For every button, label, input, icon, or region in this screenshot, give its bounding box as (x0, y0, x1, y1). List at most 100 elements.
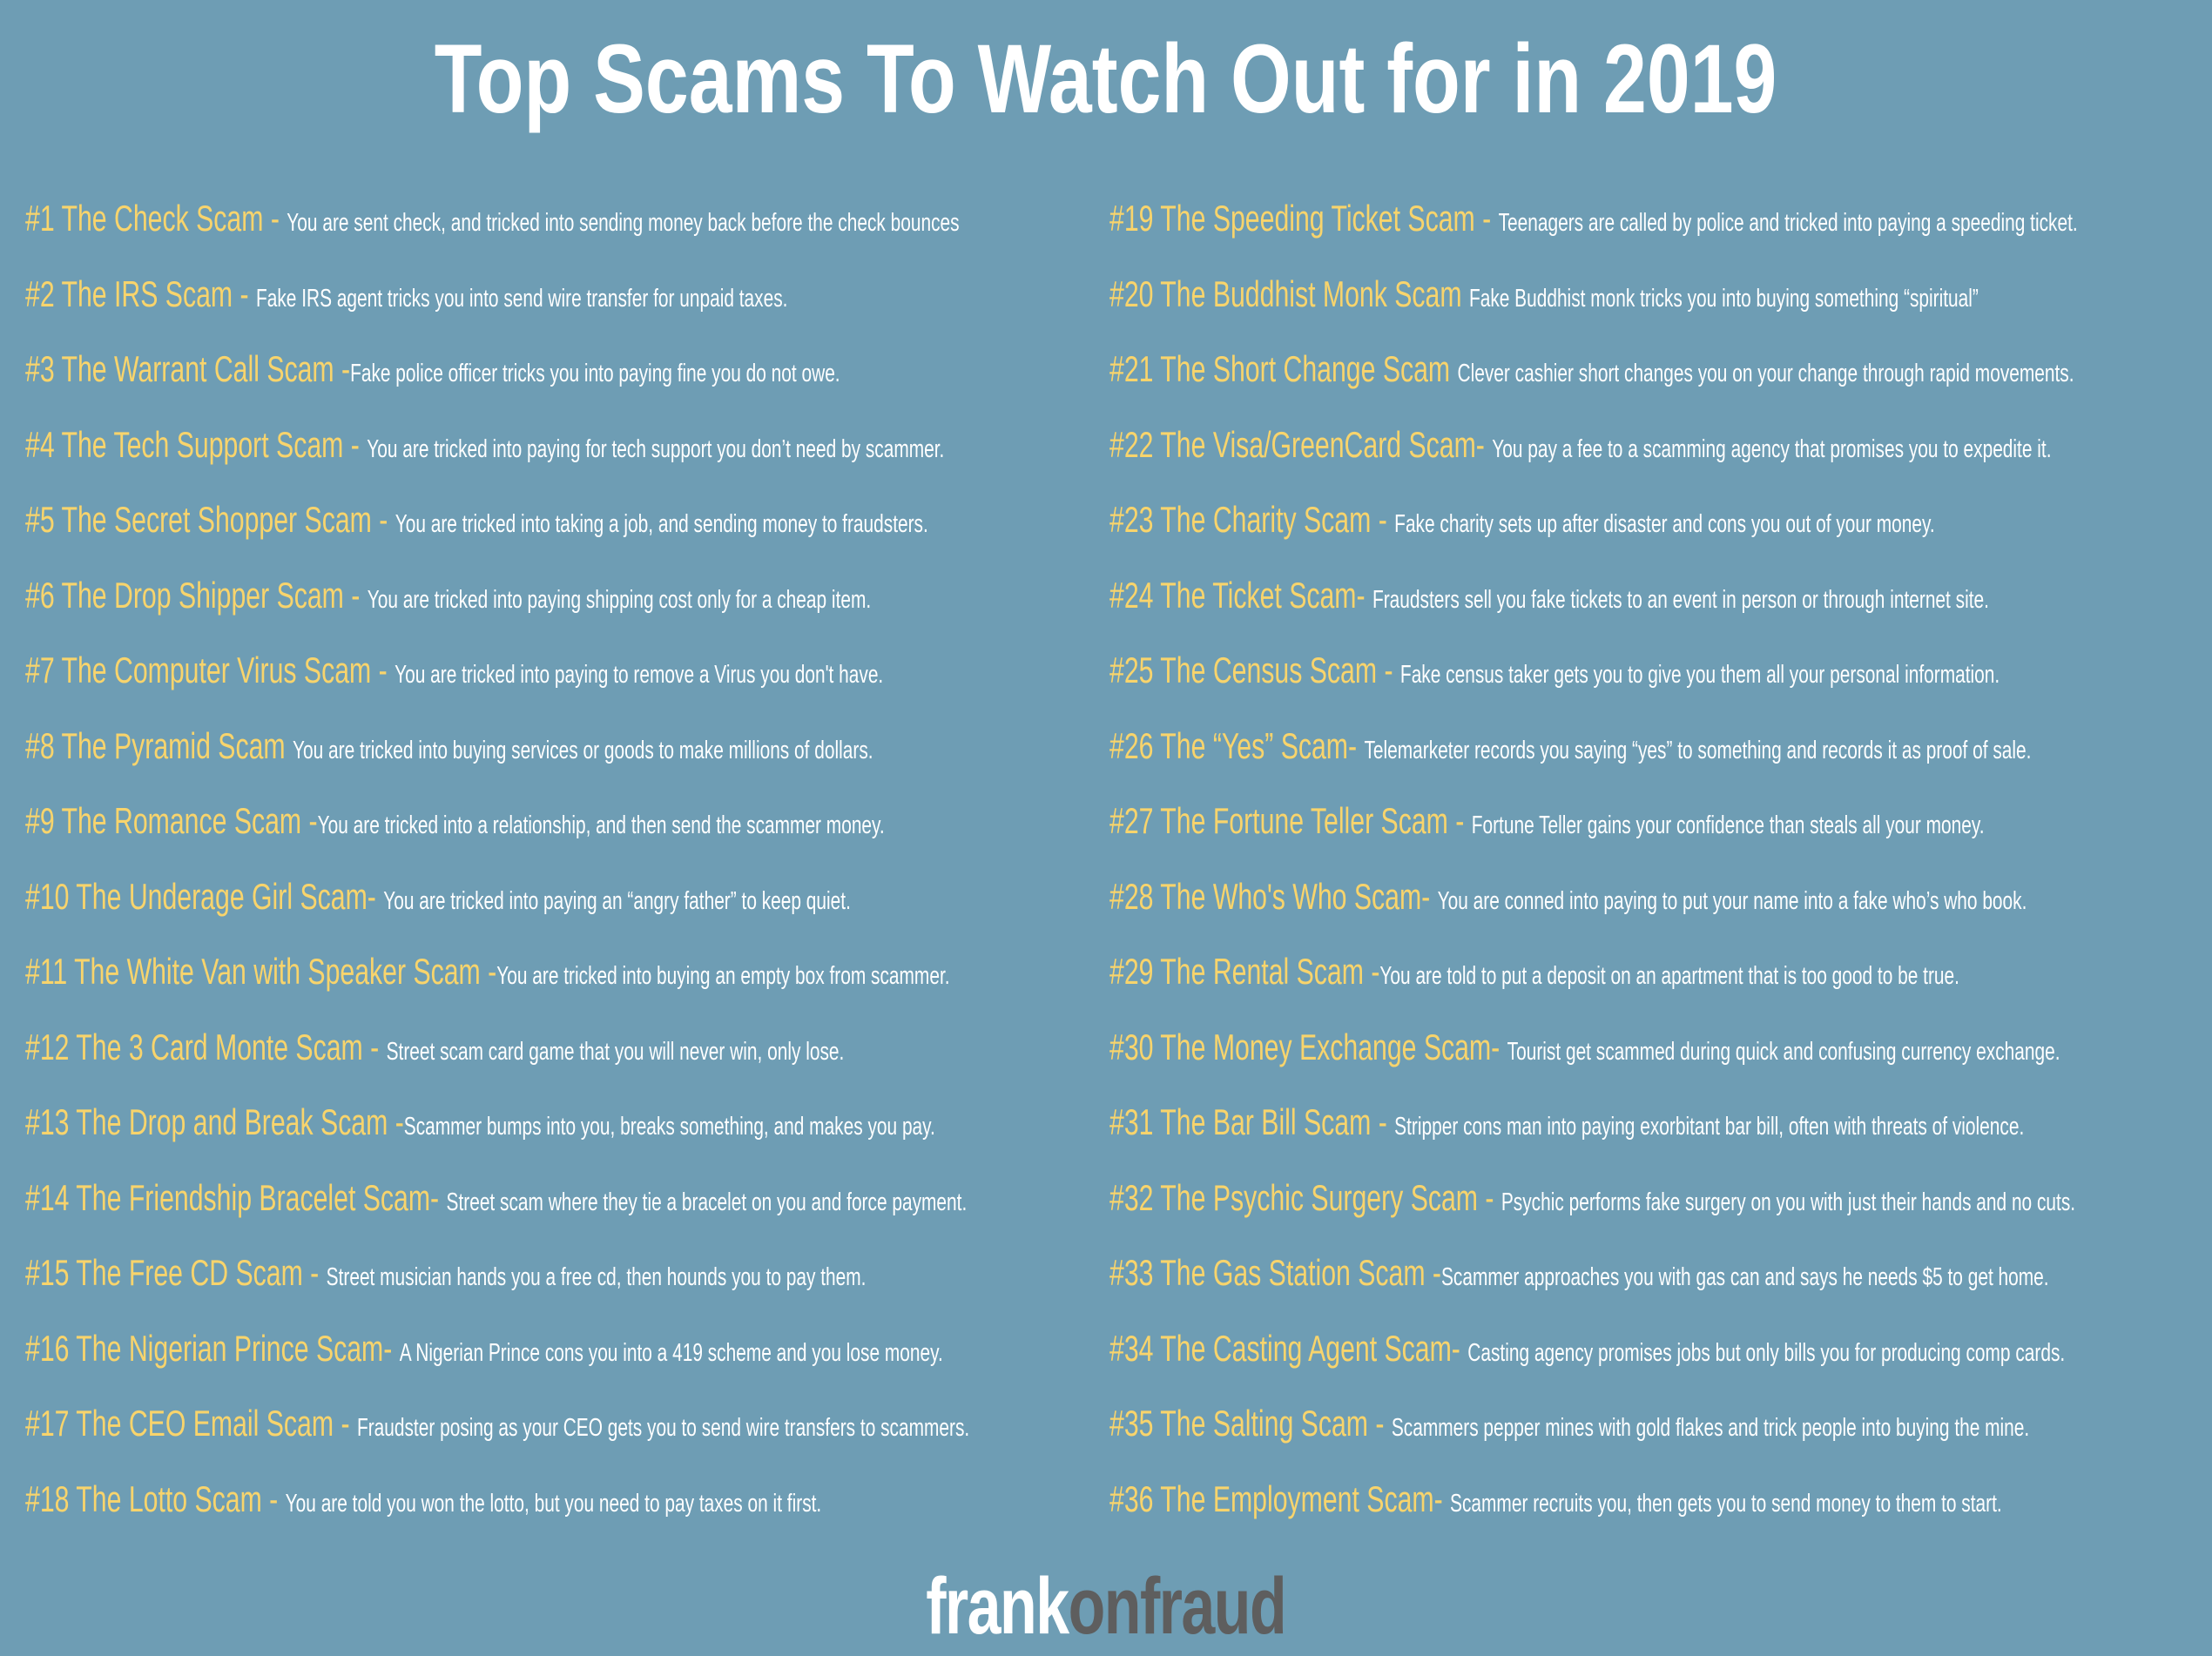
scam-description: Clever cashier short changes you on your… (1457, 360, 2074, 387)
scam-item: #12 The 3 Card Monte Scam - Street scam … (25, 1026, 844, 1069)
scam-heading: #27 The Fortune Teller Scam - (1109, 800, 1472, 841)
scam-item: #3 The Warrant Call Scam -Fake police of… (25, 347, 840, 391)
scam-item: #22 The Visa/GreenCard Scam- You pay a f… (1109, 423, 2052, 467)
title-text: Top Scams To Watch Out for in 2019 (435, 24, 1777, 133)
scam-description: Psychic performs fake surgery on you wit… (1501, 1188, 2076, 1216)
scam-description: Teenagers are called by police and trick… (1498, 209, 2078, 237)
scam-item: #33 The Gas Station Scam -Scammer approa… (1109, 1251, 2049, 1295)
scam-item: #7 The Computer Virus Scam - You are tri… (25, 649, 883, 692)
scam-heading: #12 The 3 Card Monte Scam - (25, 1026, 387, 1067)
scam-heading: #19 The Speeding Ticket Scam - (1109, 198, 1499, 239)
scam-description: Scammer bumps into you, breaks something… (403, 1113, 935, 1141)
scam-heading: #4 The Tech Support Scam - (25, 423, 368, 465)
scam-heading: #31 The Bar Bill Scam - (1109, 1101, 1395, 1142)
scam-description: Casting agency promises jobs but only bi… (1467, 1338, 2066, 1367)
scam-heading: #11 The White Van with Speaker Scam - (25, 951, 497, 992)
scam-heading: #7 The Computer Virus Scam - (25, 650, 395, 690)
scam-item: #11 The White Van with Speaker Scam -You… (25, 950, 950, 993)
scam-heading: #22 The Visa/GreenCard Scam- (1109, 423, 1493, 465)
scam-item: #20 The Buddhist Monk Scam Fake Buddhist… (1109, 273, 1979, 316)
scam-item: #1 The Check Scam - You are sent check, … (25, 197, 960, 240)
scam-description: Street scam where they tie a bracelet on… (446, 1188, 968, 1216)
scam-heading: #36 The Employment Scam- (1109, 1478, 1451, 1519)
scam-description: You are sent check, and tricked into sen… (287, 209, 960, 237)
scam-heading: #21 The Short Change Scam (1109, 348, 1458, 389)
scam-heading: #9 The Romance Scam - (25, 800, 318, 841)
scam-item: #9 The Romance Scam -You are tricked int… (25, 799, 885, 843)
scam-heading: #10 The Underage Girl Scam- (25, 875, 384, 917)
page-title: Top Scams To Watch Out for in 2019 (0, 23, 2212, 136)
frankonfraud-logo: frankonfraud (0, 1558, 2212, 1654)
scam-description: Fraudsters sell you fake tickets to an e… (1372, 585, 1989, 614)
scam-heading: #14 The Friendship Bracelet Scam- (25, 1176, 447, 1218)
scam-description: Fortune Teller gains your confidence tha… (1471, 811, 1985, 839)
scam-item: #8 The Pyramid Scam You are tricked into… (25, 724, 873, 768)
scam-item: #14 The Friendship Bracelet Scam- Street… (25, 1176, 967, 1220)
scam-item: #13 The Drop and Break Scam -Scammer bum… (25, 1101, 935, 1144)
scam-description: You pay a fee to a scamming agency that … (1492, 434, 2052, 463)
scam-heading: #32 The Psychic Surgery Scam - (1109, 1176, 1501, 1218)
scam-heading: #25 The Census Scam - (1109, 650, 1400, 690)
scam-heading: #1 The Check Scam - (25, 198, 287, 239)
scam-description: A Nigerian Prince cons you into a 419 sc… (399, 1338, 943, 1367)
scam-description: Fraudster posing as your CEO gets you to… (356, 1414, 970, 1442)
scam-item: #30 The Money Exchange Scam- Tourist get… (1109, 1026, 2060, 1069)
scam-description: You are told to put a deposit on an apar… (1379, 962, 1959, 990)
scam-description: Fake charity sets up after disaster and … (1394, 510, 1935, 538)
scam-description: You are tricked into paying shipping cos… (367, 585, 872, 614)
scam-item: #31 The Bar Bill Scam - Stripper cons ma… (1109, 1101, 2024, 1144)
scam-heading: #26 The “Yes” Scam- (1109, 724, 1365, 766)
scam-item: #29 The Rental Scam -You are told to put… (1109, 950, 1959, 993)
scam-description: Fake census taker gets you to give you t… (1399, 661, 2000, 689)
scam-description: You are told you won the lotto, but you … (285, 1489, 822, 1518)
scam-item: #5 The Secret Shopper Scam - You are tri… (25, 498, 928, 542)
scam-description: Scammer recruits you, then gets you to s… (1450, 1489, 2002, 1518)
scam-description: Tourist get scammed during quick and con… (1507, 1037, 2060, 1066)
scam-item: #16 The Nigerian Prince Scam- A Nigerian… (25, 1327, 943, 1370)
scam-heading: #35 The Salting Scam - (1109, 1403, 1392, 1444)
scam-description: You are tricked into paying for tech sup… (367, 434, 945, 463)
logo-frank: frank (926, 1562, 1070, 1651)
scam-item: #17 The CEO Email Scam - Fraudster posin… (25, 1402, 969, 1445)
scam-description: Street musician hands you a free cd, the… (326, 1263, 867, 1291)
scam-heading: #34 The Casting Agent Scam- (1109, 1327, 1468, 1369)
scam-item: #32 The Psychic Surgery Scam - Psychic p… (1109, 1176, 2075, 1220)
scam-description: Fake IRS agent tricks you into send wire… (255, 284, 788, 313)
scam-heading: #3 The Warrant Call Scam - (25, 348, 351, 389)
scam-heading: #20 The Buddhist Monk Scam (1109, 273, 1469, 314)
scam-item: #6 The Drop Shipper Scam - You are trick… (25, 574, 871, 617)
scam-description: Street scam card game that you will neve… (386, 1037, 845, 1066)
scam-heading: #24 The Ticket Scam- (1109, 574, 1372, 616)
scam-description: You are tricked into buying services or … (293, 736, 873, 764)
scam-heading: #18 The Lotto Scam - (25, 1478, 286, 1519)
scam-heading: #8 The Pyramid Scam (25, 724, 293, 766)
scam-description: Telemarketer records you saying “yes” to… (1364, 736, 2032, 764)
scam-description: Scammers pepper mines with gold flakes a… (1391, 1414, 2030, 1442)
scam-heading: #30 The Money Exchange Scam- (1109, 1026, 1507, 1067)
scam-heading: #17 The CEO Email Scam - (25, 1403, 357, 1444)
scam-item: #18 The Lotto Scam - You are told you wo… (25, 1478, 821, 1521)
scam-item: #21 The Short Change Scam Clever cashier… (1109, 347, 2074, 391)
scam-description: Fake police officer tricks you into payi… (350, 360, 840, 387)
scam-description: You are tricked into a relationship, and… (317, 811, 885, 839)
scam-heading: #23 The Charity Scam - (1109, 499, 1395, 540)
scam-item: #24 The Ticket Scam- Fraudsters sell you… (1109, 574, 1989, 617)
scam-item: #19 The Speeding Ticket Scam - Teenagers… (1109, 197, 2078, 240)
scam-heading: #5 The Secret Shopper Scam - (25, 499, 395, 540)
logo-onfraud: onfraud (1068, 1562, 1287, 1651)
scam-description: You are tricked into paying to remove a … (395, 661, 884, 689)
scam-heading: #2 The IRS Scam - (25, 273, 256, 314)
scam-description: You are tricked into buying an empty box… (496, 962, 950, 990)
scam-item: #25 The Census Scam - Fake census taker … (1109, 649, 2000, 692)
scam-heading: #15 The Free CD Scam - (25, 1252, 327, 1293)
scam-description: Scammer approaches you with gas can and … (1441, 1263, 2049, 1291)
scam-heading: #28 The Who's Who Scam- (1109, 875, 1438, 917)
scam-heading: #29 The Rental Scam - (1109, 951, 1380, 992)
scam-description: You are conned into paying to put your n… (1437, 886, 2027, 915)
scam-heading: #16 The Nigerian Prince Scam- (25, 1327, 400, 1369)
scam-item: #35 The Salting Scam - Scammers pepper m… (1109, 1402, 2029, 1445)
scam-item: #28 The Who's Who Scam- You are conned i… (1109, 875, 2027, 919)
scam-item: #15 The Free CD Scam - Street musician h… (25, 1251, 866, 1295)
scam-heading: #33 The Gas Station Scam - (1109, 1252, 1442, 1293)
scam-item: #4 The Tech Support Scam - You are trick… (25, 423, 944, 467)
